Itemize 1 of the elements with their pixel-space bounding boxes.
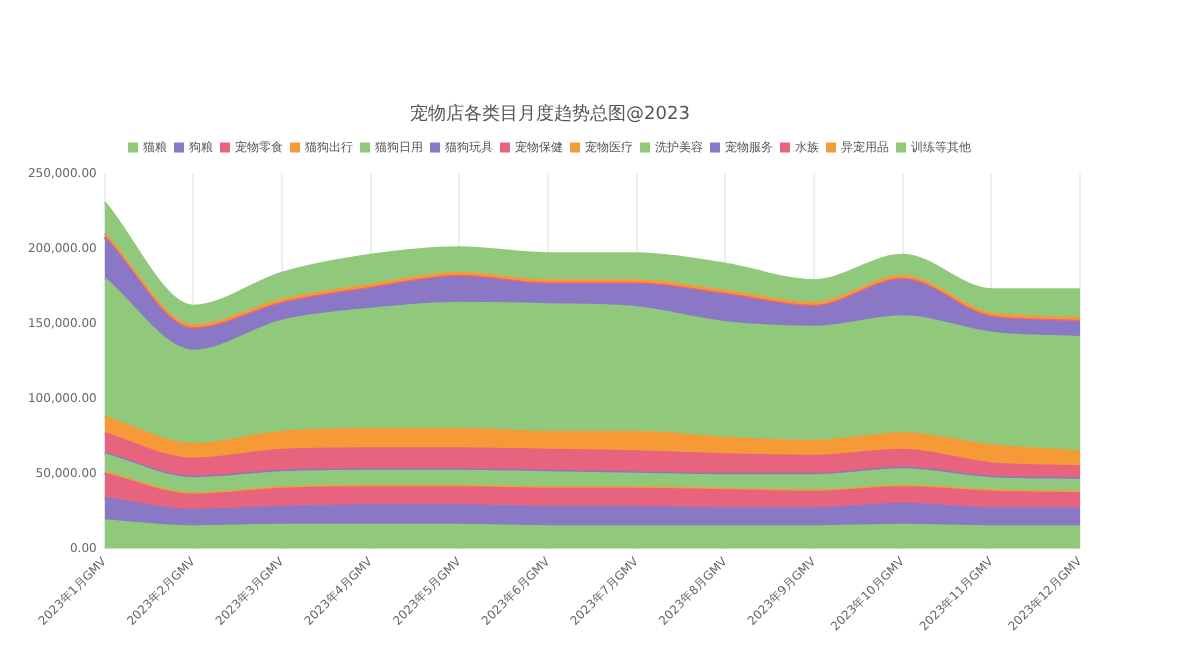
chart-title: 宠物店各类目月度趋势总图@2023 bbox=[410, 103, 690, 126]
